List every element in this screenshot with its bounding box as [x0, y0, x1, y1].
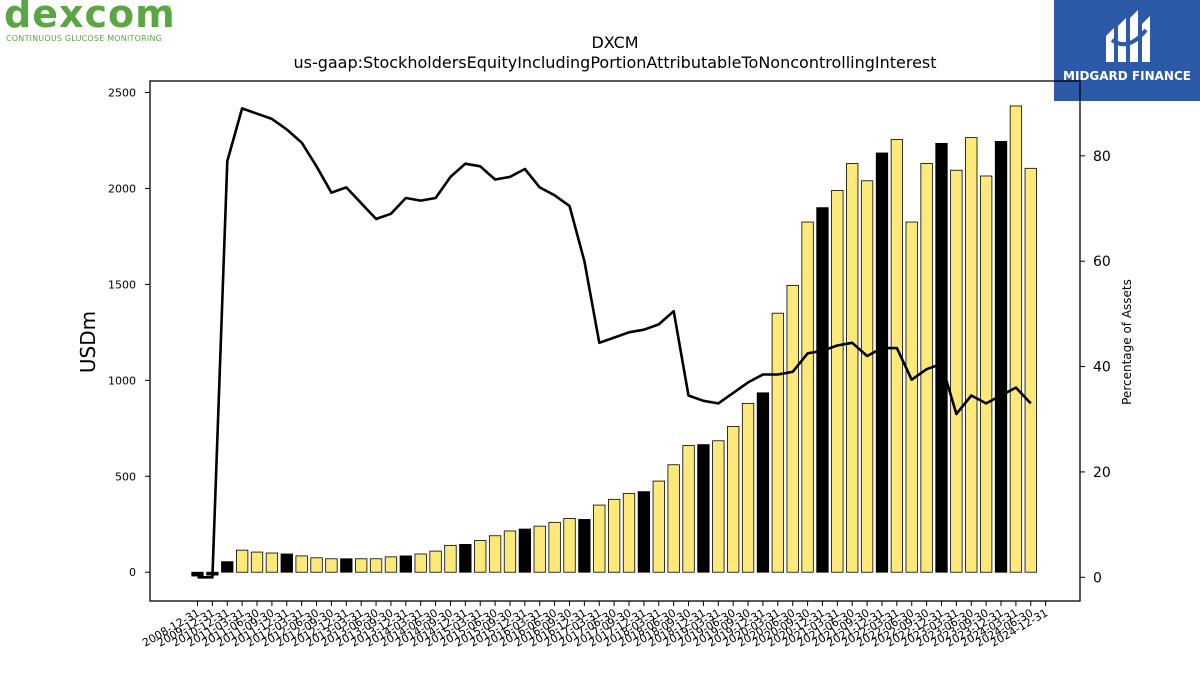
y-tick-label: 1000 [108, 374, 136, 387]
bar-2016-06-30 [548, 521, 561, 573]
dexcom-logo: dexcom ® CONTINUOUS GLUCOSE MONITORING [4, 0, 194, 48]
chart-subtitle: us-gaap:StockholdersEquityIncludingPorti… [293, 53, 936, 72]
bar-2020-12-31 [816, 207, 829, 573]
dexcom-logo-reg: ® [165, 4, 172, 12]
bar-2015-12-31 [518, 528, 532, 573]
line-series [197, 107, 1032, 579]
bar-2013-12-31 [399, 555, 412, 573]
y2-tick-label: 60 [1093, 254, 1111, 270]
bar-2011-09-30 [265, 552, 279, 573]
bar-2021-12-31 [875, 152, 889, 573]
y-axis-ticks: 0 500 1000 1500 2000 2500 [108, 87, 150, 579]
bar-2011-12-31 [280, 553, 293, 573]
bar-2012-09-30 [325, 558, 338, 573]
bar-2016-09-30 [563, 518, 576, 573]
bar-2023-09-30 [979, 175, 993, 573]
bar-2021-03-31 [831, 189, 844, 573]
y-tick-label: 1500 [108, 278, 136, 291]
bar-2016-03-31 [533, 525, 546, 573]
bar-2020-03-31 [771, 312, 784, 573]
bar-2023-06-30 [965, 137, 978, 573]
bar-2019-12-31 [756, 392, 770, 573]
bar-2011-03-31 [235, 549, 249, 573]
bar-2017-09-30 [622, 493, 636, 573]
bar-2019-06-30 [727, 425, 740, 573]
midgard-finance-logo: MIDGARD FINANCE [1054, 0, 1200, 101]
bar-2024-03-31 [1009, 105, 1023, 573]
bar-2015-06-30 [488, 535, 502, 573]
dexcom-logo-word: dexcom [4, 0, 176, 36]
bar-2012-06-30 [310, 557, 323, 573]
y-axis-label: USDm [76, 311, 100, 373]
bar-2012-03-31 [295, 555, 308, 573]
bar-2022-12-31 [935, 142, 948, 573]
bar-2014-09-30 [444, 544, 457, 573]
bar-2010-12-31 [221, 561, 234, 573]
plot-frame [149, 80, 1081, 602]
bar-2018-03-31 [652, 480, 665, 573]
y2-axis-ticks: 0 20 40 60 80 [1080, 149, 1111, 586]
bar-2015-03-31 [474, 540, 487, 573]
y2-tick-label: 20 [1093, 465, 1111, 481]
bar-2014-12-31 [459, 543, 472, 573]
bar-2011-06-30 [250, 551, 264, 573]
bar-2012-12-31 [340, 558, 353, 573]
bar-2008-12-31 [191, 571, 204, 577]
bar-2023-12-31 [994, 141, 1008, 573]
midgard-finance-name: MIDGARD FINANCE [1063, 69, 1191, 83]
bar-2017-12-31 [637, 491, 651, 573]
bar-2024-06-30 [1024, 167, 1037, 573]
bar-2022-06-30 [905, 221, 918, 573]
bar-2014-06-30 [429, 550, 442, 573]
y-tick-label: 2000 [108, 182, 136, 195]
x-axis-ticks: 2008-12-312009-12-312010-12-312011-03-31… [140, 601, 1050, 650]
bar-2017-06-30 [607, 498, 621, 573]
bar-2017-03-31 [593, 504, 606, 573]
bar-2014-03-31 [414, 553, 427, 573]
bar-series [191, 105, 1037, 577]
bar-2023-03-31 [950, 169, 963, 573]
bar-2019-09-30 [741, 402, 755, 573]
y2-tick-label: 80 [1093, 149, 1111, 165]
bar-2013-03-31 [355, 558, 368, 573]
bar-2022-03-31 [890, 139, 904, 573]
chart-title: DXCM [591, 33, 638, 52]
bar-2021-06-30 [846, 163, 859, 573]
bar-2013-06-30 [369, 558, 383, 573]
dexcom-logo-tagline: CONTINUOUS GLUCOSE MONITORING [6, 34, 163, 43]
y2-tick-label: 40 [1093, 360, 1111, 376]
y2-tick-label: 0 [1093, 570, 1102, 586]
bar-2020-06-30 [786, 284, 799, 573]
bar-2016-12-31 [578, 519, 591, 573]
bar-2013-09-30 [384, 556, 398, 573]
percentage-line [197, 107, 1032, 579]
bar-2021-09-30 [860, 180, 874, 573]
bar-2020-09-30 [801, 221, 814, 573]
y-tick-label: 2500 [108, 87, 136, 100]
midgard-emblem-icon [1106, 10, 1150, 62]
bar-2018-09-30 [682, 445, 695, 573]
bar-2018-12-31 [697, 444, 710, 573]
bar-2018-06-30 [667, 464, 680, 573]
bar-2015-09-30 [503, 530, 517, 573]
bar-2019-03-31 [712, 440, 725, 573]
y-tick-label: 0 [129, 566, 136, 579]
y-tick-label: 500 [115, 470, 136, 483]
y2-axis-label: Percentage of Assets [1120, 279, 1134, 405]
